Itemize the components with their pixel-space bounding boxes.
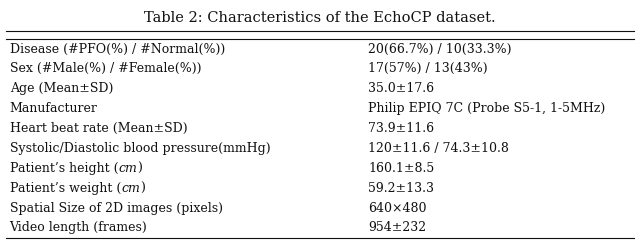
Text: Manufacturer: Manufacturer: [10, 102, 97, 115]
Text: Spatial Size of 2D images (pixels): Spatial Size of 2D images (pixels): [10, 202, 223, 214]
Text: Patient’s weight (: Patient’s weight (: [10, 182, 121, 195]
Text: Patient’s height (: Patient’s height (: [10, 162, 118, 175]
Text: 20(66.7%) / 10(33.3%): 20(66.7%) / 10(33.3%): [368, 42, 511, 55]
Text: 73.9±11.6: 73.9±11.6: [368, 122, 434, 135]
Text: Sex (#Male(%) / #Female(%)): Sex (#Male(%) / #Female(%)): [10, 62, 201, 75]
Text: Age (Mean±SD): Age (Mean±SD): [10, 82, 113, 95]
Text: 160.1±8.5: 160.1±8.5: [368, 162, 435, 175]
Text: ): ): [137, 162, 142, 175]
Text: 35.0±17.6: 35.0±17.6: [368, 82, 434, 95]
Text: cm: cm: [118, 162, 137, 175]
Text: 954±232: 954±232: [368, 222, 426, 234]
Text: 59.2±13.3: 59.2±13.3: [368, 182, 434, 195]
Text: Systolic/Diastolic blood pressure(mmHg): Systolic/Diastolic blood pressure(mmHg): [10, 142, 270, 155]
Text: cm: cm: [121, 182, 140, 195]
Text: 640×480: 640×480: [368, 202, 426, 214]
Text: 120±11.6 / 74.3±10.8: 120±11.6 / 74.3±10.8: [368, 142, 509, 155]
Text: ): ): [140, 182, 145, 195]
Text: Philip EPIQ 7C (Probe S5-1, 1-5MHz): Philip EPIQ 7C (Probe S5-1, 1-5MHz): [368, 102, 605, 115]
Text: Heart beat rate (Mean±SD): Heart beat rate (Mean±SD): [10, 122, 188, 135]
Text: Disease (#PFO(%) / #Normal(%)): Disease (#PFO(%) / #Normal(%)): [10, 42, 225, 55]
Text: 17(57%) / 13(43%): 17(57%) / 13(43%): [368, 62, 488, 75]
Text: Table 2: Characteristics of the EchoCP dataset.: Table 2: Characteristics of the EchoCP d…: [144, 11, 496, 25]
Text: Video length (frames): Video length (frames): [10, 222, 147, 234]
